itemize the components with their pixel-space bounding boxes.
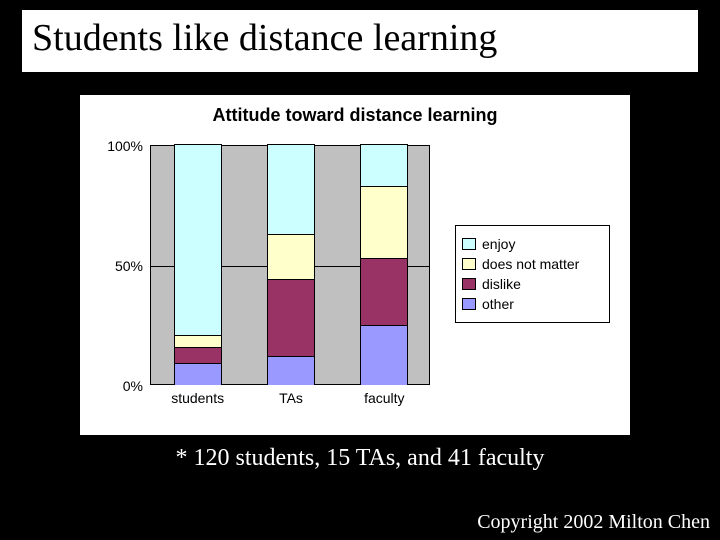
bar-segment-dislike — [175, 347, 221, 364]
bar-segment-enjoy — [361, 145, 407, 186]
x-tick-label: TAs — [279, 390, 303, 406]
slide-footnote: * 120 students, 15 TAs, and 41 faculty — [0, 445, 720, 472]
slide-copyright: Copyright 2002 Milton Chen — [477, 511, 710, 534]
bar-students — [174, 144, 222, 384]
bar-segment-other — [268, 356, 314, 385]
legend-label: enjoy — [482, 236, 515, 252]
bar-TAs — [267, 144, 315, 384]
legend-label: dislike — [482, 276, 521, 292]
y-tick-label: 50% — [115, 258, 143, 274]
chart-plot-area: 0%50%100%studentsTAsfaculty — [150, 145, 430, 385]
bar-segment-dislike — [268, 279, 314, 356]
bar-faculty — [360, 144, 408, 384]
bar-segment-other — [175, 363, 221, 385]
legend-item-does_not_matter: does not matter — [462, 256, 603, 272]
legend-label: does not matter — [482, 256, 579, 272]
y-tick-label: 100% — [107, 138, 143, 154]
bar-segment-enjoy — [175, 145, 221, 335]
legend-label: other — [482, 296, 514, 312]
bar-segment-does_not_matter — [175, 335, 221, 347]
chart-title: Attitude toward distance learning — [80, 105, 630, 126]
legend-swatch — [462, 298, 476, 310]
y-tick-label: 0% — [123, 378, 143, 394]
x-tick-label: students — [171, 390, 224, 406]
x-tick-label: faculty — [364, 390, 404, 406]
bar-segment-other — [361, 325, 407, 385]
legend-item-enjoy: enjoy — [462, 236, 603, 252]
chart-legend: enjoy does not matter dislike other — [455, 225, 610, 323]
chart-panel: Attitude toward distance learning 0%50%1… — [80, 95, 630, 435]
slide-title-bar: Students like distance learning — [22, 10, 698, 68]
bar-segment-does_not_matter — [268, 234, 314, 280]
legend-swatch — [462, 278, 476, 290]
slide-title: Students like distance learning — [32, 16, 688, 60]
bar-segment-does_not_matter — [361, 186, 407, 258]
bar-segment-enjoy — [268, 145, 314, 234]
legend-item-other: other — [462, 296, 603, 312]
legend-swatch — [462, 238, 476, 250]
legend-swatch — [462, 258, 476, 270]
bar-segment-dislike — [361, 258, 407, 325]
title-underline — [22, 68, 698, 72]
legend-item-dislike: dislike — [462, 276, 603, 292]
